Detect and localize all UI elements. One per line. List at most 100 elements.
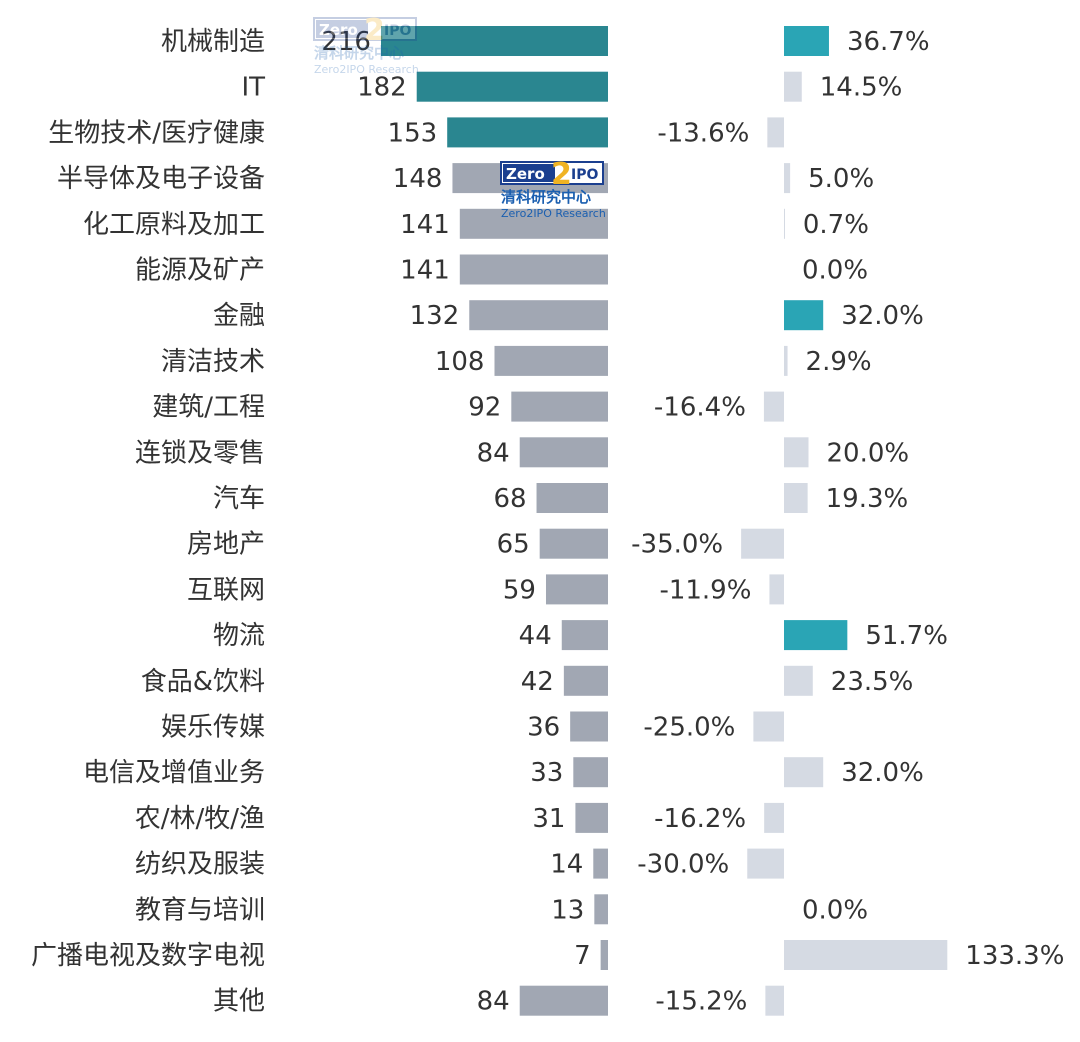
logo-two: 2 [551, 157, 572, 192]
right-bar [753, 711, 784, 742]
logo-two: 2 [364, 13, 385, 48]
left-value-label: 42 [521, 667, 554, 697]
left-bar [519, 437, 608, 468]
left-value-label: 182 [357, 73, 407, 103]
left-value-label: 148 [393, 164, 443, 194]
right-bar [784, 26, 829, 56]
left-bar [563, 665, 608, 696]
right-value-label: 36.7% [847, 27, 930, 57]
left-bar [575, 802, 608, 833]
left-bar [494, 345, 608, 376]
category-label: 教育与培训 [135, 895, 265, 925]
left-value-label: 141 [400, 256, 450, 286]
right-bar [784, 208, 785, 239]
right-value-label: 2.9% [806, 347, 872, 377]
left-bar [545, 574, 608, 605]
left-bar [594, 894, 608, 925]
right-bar [784, 71, 802, 102]
right-bar [767, 117, 784, 148]
logo-cn: 清科研究中心 [501, 188, 591, 206]
left-value-label: 68 [493, 484, 526, 514]
left-bar [539, 528, 608, 559]
left-value-label: 33 [530, 758, 563, 788]
left-bar [536, 483, 608, 513]
right-value-label: 0.0% [802, 895, 868, 925]
right-value-label: -30.0% [637, 850, 729, 880]
category-label: 广播电视及数字电视 [31, 941, 265, 971]
category-label: 汽车 [213, 484, 265, 514]
right-value-label: 5.0% [808, 164, 874, 194]
category-label: 其他 [213, 987, 265, 1017]
left-value-label: 44 [519, 621, 552, 651]
logo-block [316, 20, 368, 38]
right-bar [784, 163, 791, 194]
left-bar [447, 117, 608, 148]
category-label: 互联网 [187, 575, 265, 605]
category-label: 食品&饮料 [141, 667, 265, 697]
left-bar [561, 620, 608, 651]
left-value-label: 153 [388, 118, 438, 148]
right-bar [741, 528, 784, 559]
right-bar [784, 620, 848, 651]
left-value-label: 132 [410, 301, 460, 331]
category-label: 房地产 [187, 530, 265, 560]
right-value-label: 32.0% [841, 301, 924, 331]
left-bar [459, 254, 608, 285]
category-label: 化工原料及加工 [83, 210, 265, 240]
left-value-label: 84 [477, 987, 510, 1017]
category-label: 农/林/牧/渔 [135, 804, 265, 834]
category-label: 半导体及电子设备 [57, 164, 265, 194]
right-value-label: -16.2% [654, 804, 746, 834]
left-bar [573, 757, 608, 788]
left-value-label: 216 [321, 27, 371, 57]
right-value-label: -25.0% [643, 713, 735, 743]
logo-cn: 清科研究中心 [314, 44, 404, 62]
logo-frame [313, 17, 417, 41]
right-bar [747, 848, 784, 879]
right-value-label: -11.9% [659, 575, 751, 605]
category-label: 连锁及零售 [135, 438, 265, 468]
logo-zero: Zero [506, 165, 545, 183]
left-bar [600, 940, 608, 970]
left-value-label: 65 [497, 530, 530, 560]
left-value-label: 7 [574, 941, 591, 971]
left-bar [416, 71, 608, 102]
category-label: 清洁技术 [161, 347, 265, 377]
left-value-label: 14 [550, 850, 583, 880]
right-bar [764, 802, 784, 833]
right-value-label: -15.2% [655, 987, 747, 1017]
left-value-label: 13 [551, 895, 584, 925]
category-label: 能源及矿产 [135, 256, 265, 286]
right-value-label: -35.0% [631, 530, 723, 560]
category-label: 娱乐传媒 [161, 713, 265, 743]
left-value-label: 92 [468, 393, 501, 423]
left-value-label: 59 [503, 575, 536, 605]
category-label: 纺织及服装 [135, 850, 265, 880]
right-value-label: 133.3% [965, 941, 1064, 971]
logo-zero: Zero [319, 21, 358, 39]
right-bar [763, 391, 784, 422]
left-bar [570, 711, 608, 742]
right-value-label: 0.7% [803, 210, 869, 240]
logo-en: Zero2IPO Research [314, 63, 419, 76]
right-bar [784, 437, 809, 468]
right-bar [784, 483, 808, 513]
category-label: 金融 [213, 301, 265, 331]
left-bar [593, 848, 608, 879]
left-bar [469, 300, 608, 331]
right-value-label: 51.7% [865, 621, 948, 651]
category-label: 机械制造 [161, 27, 265, 57]
right-value-label: 0.0% [802, 256, 868, 286]
logo-block [503, 164, 555, 182]
logo-ipo: IPO [571, 167, 598, 183]
left-bar [511, 391, 608, 422]
category-label: IT [241, 73, 265, 103]
right-value-label: 20.0% [827, 438, 910, 468]
right-bar [765, 985, 784, 1016]
left-value-label: 108 [435, 347, 485, 377]
right-value-label: 14.5% [820, 73, 903, 103]
right-bar [784, 757, 824, 788]
